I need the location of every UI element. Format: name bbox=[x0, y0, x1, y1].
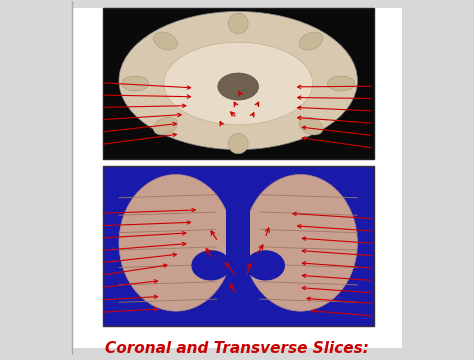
FancyBboxPatch shape bbox=[226, 174, 250, 318]
FancyBboxPatch shape bbox=[103, 8, 374, 159]
Ellipse shape bbox=[218, 73, 258, 100]
Ellipse shape bbox=[154, 32, 177, 50]
Ellipse shape bbox=[119, 12, 357, 150]
Ellipse shape bbox=[228, 13, 248, 33]
Ellipse shape bbox=[154, 117, 177, 135]
Ellipse shape bbox=[164, 42, 313, 125]
FancyBboxPatch shape bbox=[103, 166, 374, 327]
Ellipse shape bbox=[192, 251, 230, 280]
Ellipse shape bbox=[119, 175, 233, 311]
Ellipse shape bbox=[228, 134, 248, 154]
Ellipse shape bbox=[299, 117, 323, 135]
Ellipse shape bbox=[246, 251, 284, 280]
Ellipse shape bbox=[244, 175, 357, 311]
Ellipse shape bbox=[122, 76, 149, 91]
Ellipse shape bbox=[328, 76, 355, 91]
Text: Coronal and Transverse Slices:: Coronal and Transverse Slices: bbox=[105, 341, 369, 356]
FancyBboxPatch shape bbox=[72, 8, 402, 348]
Ellipse shape bbox=[299, 32, 323, 50]
